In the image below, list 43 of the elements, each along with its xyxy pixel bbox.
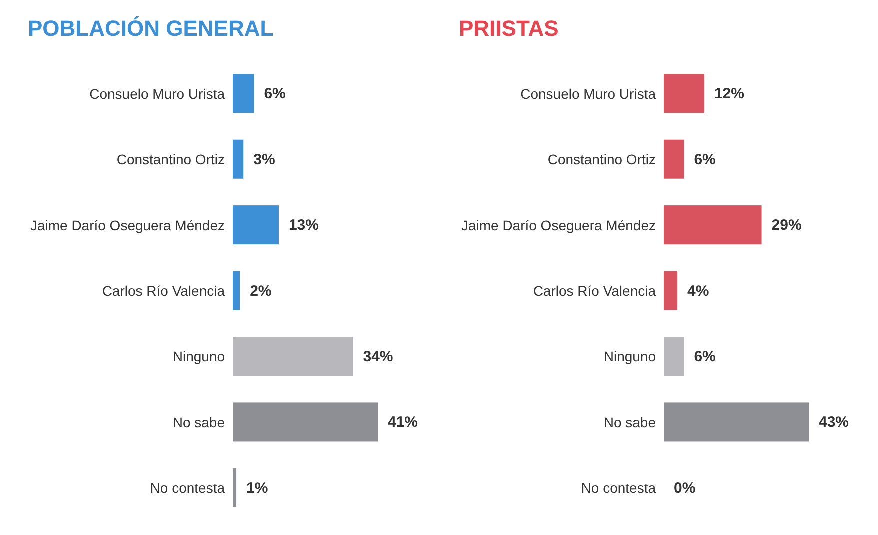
bar <box>233 337 354 376</box>
bar <box>664 74 704 114</box>
data-label: 4% <box>687 282 710 300</box>
y-tick-label: No sabe <box>172 414 226 430</box>
bar <box>233 402 378 442</box>
y-tick-label: Consuelo Muro Urista <box>90 86 226 102</box>
data-label: 6% <box>694 348 716 366</box>
bar <box>664 271 678 310</box>
y-tick-label: No contesta <box>150 480 226 496</box>
data-label: 12% <box>714 86 744 103</box>
bar <box>664 206 762 245</box>
y-tick-label: Ninguno <box>604 348 656 365</box>
bar <box>233 206 279 245</box>
bar <box>664 140 684 179</box>
bar <box>664 402 809 442</box>
data-label: 6% <box>264 86 286 103</box>
data-label: 34% <box>363 348 394 366</box>
y-tick-label: Consuelo Muro Urista <box>520 86 656 102</box>
data-label: 41% <box>388 414 418 432</box>
y-tick-label: Carlos Río Valencia <box>102 282 226 299</box>
bar <box>664 337 684 376</box>
y-tick-label: No sabe <box>604 414 656 430</box>
y-tick-label: Constantino Ortiz <box>116 152 225 168</box>
bar <box>233 271 240 310</box>
data-label: 3% <box>254 151 276 168</box>
y-tick-label: Jaime Darío Oseguera Méndez <box>30 217 225 234</box>
data-label: 1% <box>246 480 268 497</box>
bar <box>233 140 244 179</box>
y-tick-label: Carlos Río Valencia <box>533 282 656 299</box>
data-label: 43% <box>819 414 850 432</box>
data-label: 0% <box>674 480 696 497</box>
chart-title: PRIISTAS <box>458 15 560 43</box>
bar <box>233 468 237 508</box>
data-label: 6% <box>694 151 716 168</box>
y-tick-label: Jaime Darío Oseguera Méndez <box>461 217 656 234</box>
chart-title: POBLACIÓN GENERAL <box>27 15 275 43</box>
y-tick-label: Ninguno <box>172 348 226 365</box>
data-label: 2% <box>250 282 272 300</box>
data-label: 29% <box>772 217 802 234</box>
data-label: 13% <box>288 217 320 234</box>
y-tick-label: No contesta <box>581 480 656 496</box>
y-tick-label: Constantino Ortiz <box>548 152 656 168</box>
bar <box>233 74 254 114</box>
